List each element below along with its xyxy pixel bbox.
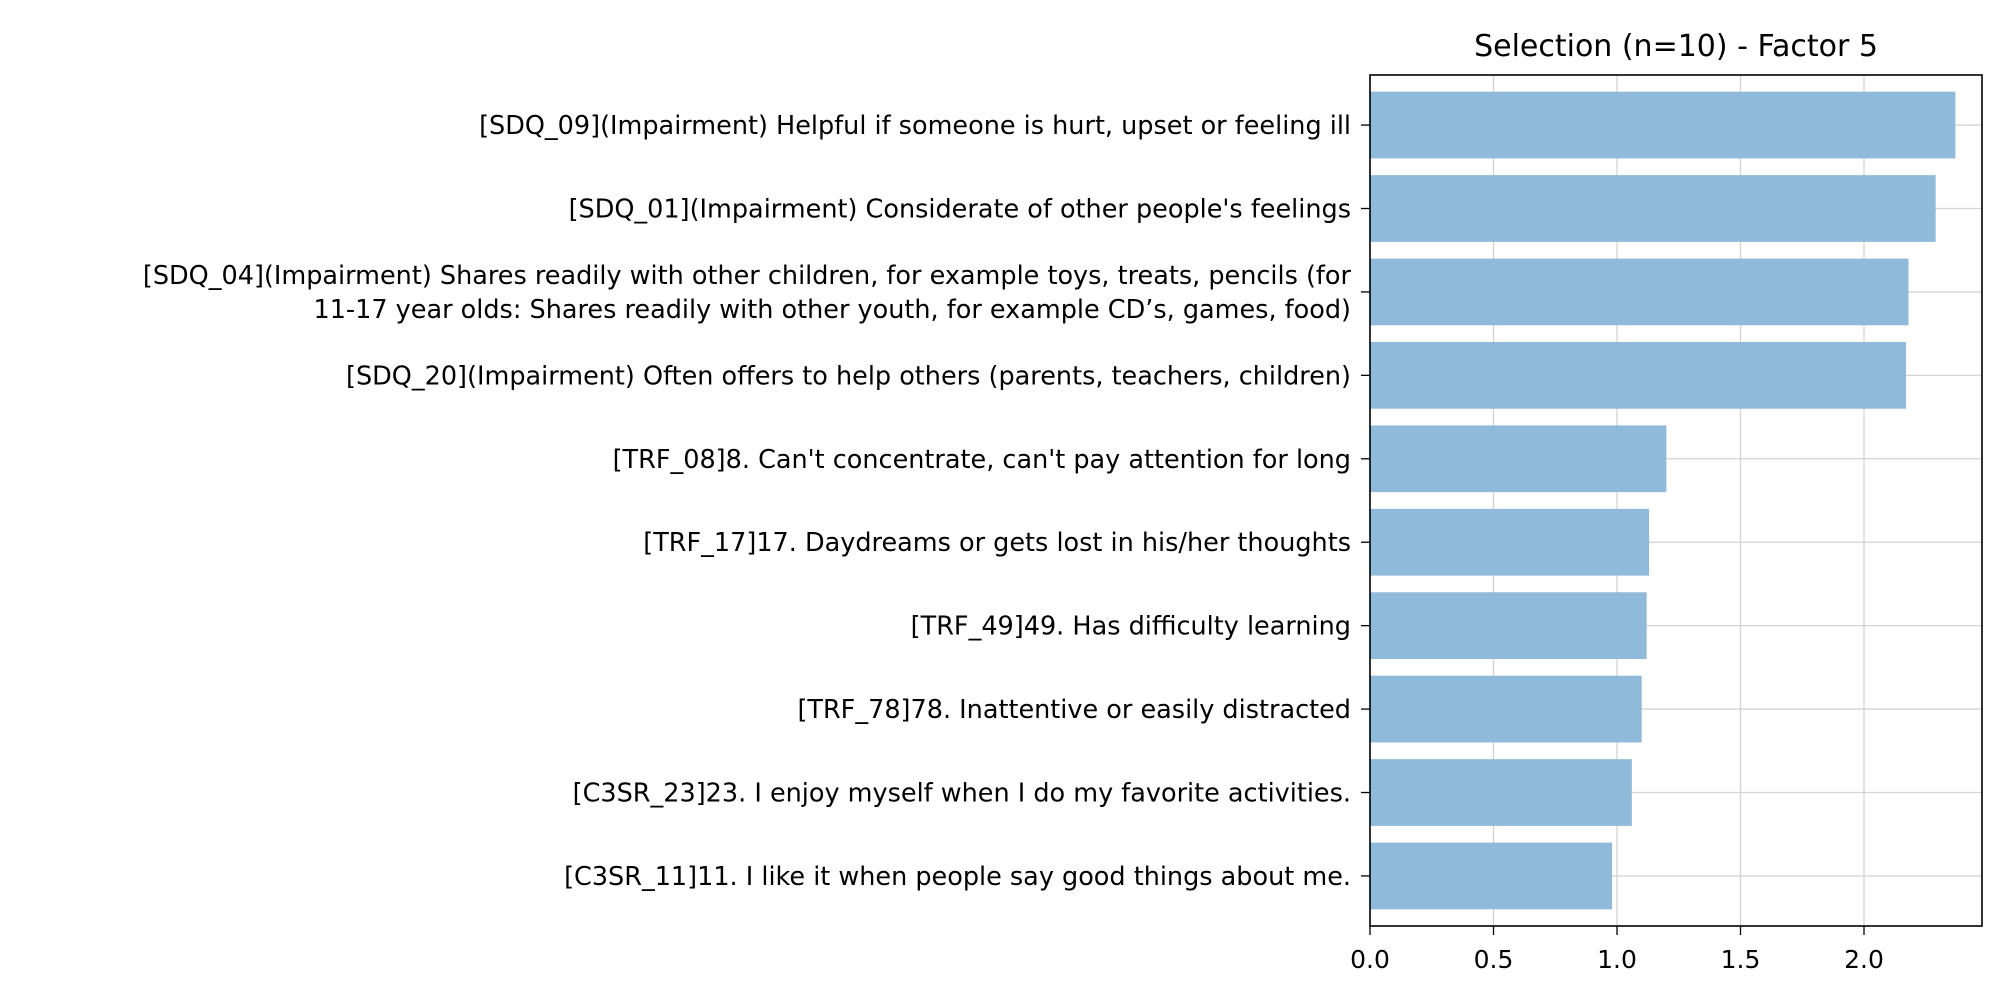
bar [1370,258,1909,326]
y-tick-label-line: [TRF_08]8. Can't concentrate, can't pay … [613,445,1351,475]
bar [1370,759,1632,826]
x-tick-label: 1.5 [1721,945,1761,974]
y-tick-label: [TRF_49]49. Has difficulty learning [911,612,1351,642]
bar [1370,508,1650,576]
y-tick-label: [SDQ_04](Impairment) Shares readily with… [143,261,1352,325]
bar [1370,341,1906,409]
y-tick-label: [SDQ_01](Impairment) Considerate of othe… [569,194,1351,224]
x-axis-ticks: 0.0 0.5 1.0 1.5 2.0 [1350,926,1884,974]
y-tick-label: [SDQ_20](Impairment) Often offers to hel… [346,361,1351,391]
y-tick-label-line: [TRF_17]17. Daydreams or gets lost in hi… [643,528,1351,558]
y-tick-label-line: [C3SR_23]23. I enjoy myself when I do my… [573,779,1351,809]
y-tick-label-line: [TRF_78]78. Inattentive or easily distra… [797,695,1351,725]
y-tick-label: [TRF_78]78. Inattentive or easily distra… [797,695,1351,725]
y-tick-label: [C3SR_23]23. I enjoy myself when I do my… [573,779,1351,809]
bars [1370,91,1956,910]
y-tick-label-line: [SDQ_01](Impairment) Considerate of othe… [569,194,1351,224]
y-tick-label-line: [SDQ_04](Impairment) Shares readily with… [143,261,1352,291]
y-tick-label-line: [SDQ_20](Impairment) Often offers to hel… [346,361,1351,391]
bar [1370,425,1667,493]
chart-title: Selection (n=10) - Factor 5 [1474,29,1878,64]
y-tick-label-line: 11-17 year olds: Shares readily with oth… [313,295,1351,325]
x-tick-label: 0.5 [1474,945,1514,974]
y-axis-ticks: [SDQ_09](Impairment) Helpful if someone … [143,111,1370,892]
y-tick-label: [C3SR_11]11. I like it when people say g… [564,862,1351,892]
bar [1370,842,1613,910]
y-tick-label: [SDQ_09](Impairment) Helpful if someone … [479,111,1351,141]
bar [1370,91,1956,159]
plot-frame [1369,74,1983,927]
y-tick-label: [TRF_08]8. Can't concentrate, can't pay … [613,445,1351,475]
x-tick-label: 2.0 [1844,945,1884,974]
x-tick-label: 1.0 [1597,945,1637,974]
y-tick-label-line: [TRF_49]49. Has difficulty learning [911,612,1351,642]
x-tick-label: 0.0 [1350,945,1390,974]
y-tick-label-line: [C3SR_11]11. I like it when people say g… [564,862,1351,892]
bar [1370,675,1642,743]
y-tick-label-line: [SDQ_09](Impairment) Helpful if someone … [479,111,1351,141]
bar [1370,592,1647,660]
y-tick-label: [TRF_17]17. Daydreams or gets lost in hi… [643,528,1351,558]
bar [1370,175,1936,242]
